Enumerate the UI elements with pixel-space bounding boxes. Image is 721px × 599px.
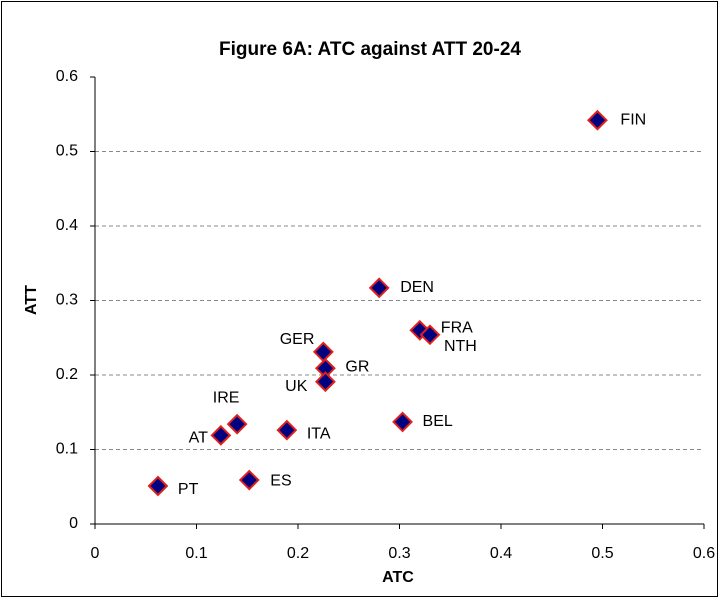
point — [147, 475, 169, 497]
y-axis-title: ATT — [23, 285, 40, 315]
x-axis-title: ATC — [382, 569, 414, 586]
chart-title: Figure 6A: ATC against ATT 20-24 — [219, 39, 521, 60]
x-tick-label: 0.4 — [490, 545, 512, 562]
point — [210, 424, 232, 446]
point-label: NTH — [444, 338, 477, 355]
point-label: BEL — [423, 413, 453, 430]
point — [276, 419, 298, 441]
point-label: PT — [178, 481, 199, 498]
point-label: GER — [280, 331, 315, 348]
y-tick-label: 0.4 — [56, 217, 78, 234]
point-label: FRA — [441, 320, 473, 337]
point — [392, 411, 413, 433]
x-tick-label: 0.2 — [287, 545, 309, 562]
point — [226, 413, 248, 435]
point — [314, 371, 336, 393]
point-label: DEN — [400, 279, 434, 296]
point — [238, 469, 260, 491]
x-tick-label: 0 — [91, 545, 100, 562]
x-tick-label: 0.5 — [591, 545, 613, 562]
y-tick-label: 0.5 — [56, 143, 78, 160]
point — [587, 109, 608, 131]
y-tick-label: 0.6 — [56, 68, 78, 85]
y-tick-label: 0 — [69, 515, 78, 532]
point — [368, 277, 390, 299]
point — [419, 324, 441, 346]
point-label: AT — [189, 430, 208, 447]
y-tick-label: 0.2 — [56, 366, 78, 383]
x-tick-label: 0.3 — [388, 545, 410, 562]
point-label: IRE — [213, 389, 240, 406]
point-label: UK — [285, 378, 308, 395]
y-tick-label: 0.3 — [56, 292, 78, 309]
point-label: ITA — [307, 425, 331, 442]
y-tick-label: 0.1 — [56, 441, 78, 458]
point-label: FIN — [620, 111, 646, 128]
point-label: GR — [345, 359, 369, 376]
x-tick-label: 0.1 — [185, 545, 207, 562]
point-label: ES — [270, 472, 291, 489]
x-tick-label: 0.6 — [693, 545, 715, 562]
